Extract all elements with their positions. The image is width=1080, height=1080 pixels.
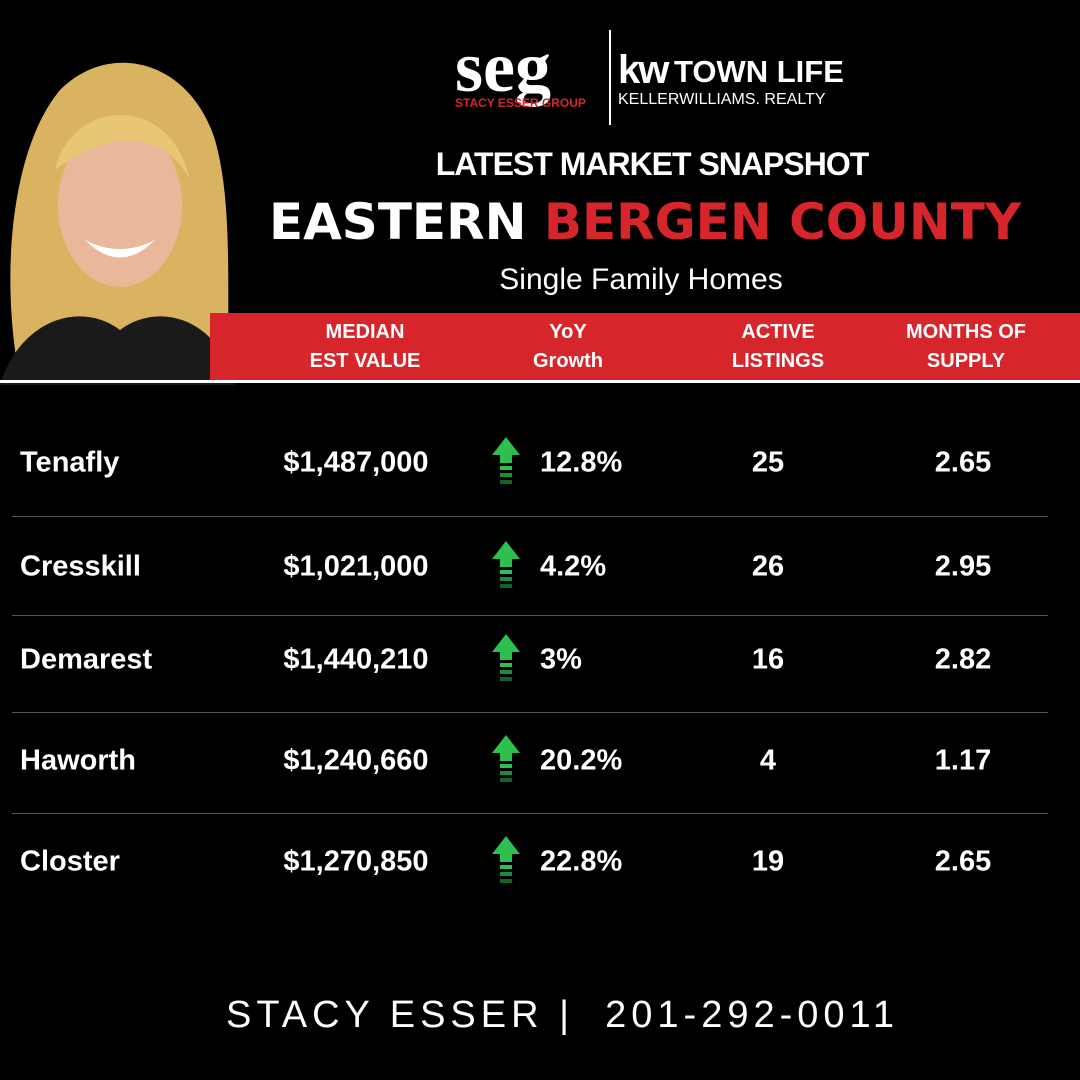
column-header-line: Growth xyxy=(533,350,603,372)
median-value: $1,270,850 xyxy=(283,845,429,878)
title: EASTERN BERGEN COUNTY xyxy=(269,193,1021,251)
months-supply: 2.82 xyxy=(934,643,992,676)
town: Demarest xyxy=(20,643,153,676)
footer-phone: 201-292-0011 xyxy=(605,994,899,1036)
column-header-line: SUPPLY xyxy=(926,350,1006,372)
yoy-growth: 12.8% xyxy=(540,446,623,479)
median-value: $1,240,660 xyxy=(283,744,429,777)
column-header-line: EST VALUE xyxy=(309,350,421,372)
column-header-line: ACTIVE xyxy=(741,321,815,343)
logo-brokerage: KELLERWILLIAMS. REALTY xyxy=(618,91,826,108)
row-separator xyxy=(12,813,1048,814)
town: Cresskill xyxy=(20,550,141,583)
column-header-line: MEDIAN xyxy=(325,321,405,343)
yoy-growth: 3% xyxy=(540,643,582,676)
header-band xyxy=(210,313,1080,380)
yoy-growth: 20.2% xyxy=(540,744,623,777)
active-listings: 4 xyxy=(759,744,777,777)
active-listings: 16 xyxy=(751,643,785,676)
column-header: ACTIVE LISTINGS xyxy=(678,318,878,376)
column-header: MONTHS OF SUPPLY xyxy=(866,318,1066,376)
months-supply: 2.95 xyxy=(934,550,992,583)
median-value: $1,440,210 xyxy=(283,643,429,676)
title-red: BERGEN COUNTY xyxy=(543,193,1022,251)
column-header: YoY Growth xyxy=(468,318,668,376)
column-header: MEDIAN EST VALUE xyxy=(265,318,465,376)
town: Closter xyxy=(20,845,120,878)
town: Tenafly xyxy=(20,446,120,479)
row-separator xyxy=(12,615,1048,616)
median-value: $1,487,000 xyxy=(283,446,429,479)
footer-separator: | xyxy=(559,994,575,1036)
growth-arrow xyxy=(491,735,521,790)
title-white: EASTERN xyxy=(268,193,527,251)
subtitle: Single Family Homes xyxy=(499,263,783,296)
months-supply: 2.65 xyxy=(934,446,992,479)
kicker: LATEST MARKET SNAPSHOT xyxy=(435,146,870,182)
months-supply: 1.17 xyxy=(934,744,992,777)
logo-group: STACY ESSER GROUP xyxy=(455,96,586,110)
logo-mark: seg xyxy=(455,27,551,107)
column-header-line: MONTHS OF xyxy=(906,321,1026,343)
active-listings: 25 xyxy=(751,446,785,479)
column-header-line: LISTINGS xyxy=(731,350,825,372)
active-listings: 26 xyxy=(751,550,785,583)
growth-arrow xyxy=(491,437,521,492)
logo-office: TOWN LIFE xyxy=(674,54,844,89)
growth-arrow xyxy=(491,836,521,891)
months-supply: 2.65 xyxy=(934,845,992,878)
growth-arrow xyxy=(491,541,521,596)
yoy-growth: 4.2% xyxy=(540,550,607,583)
median-value: $1,021,000 xyxy=(283,550,429,583)
growth-arrow xyxy=(491,634,521,689)
agent-photo xyxy=(0,62,235,385)
row-separator xyxy=(12,712,1048,713)
active-listings: 19 xyxy=(751,845,785,878)
header-rule xyxy=(0,380,1080,383)
column-header-line: YoY xyxy=(549,321,587,343)
row-separator xyxy=(12,516,1048,517)
footer-name: STACY ESSER xyxy=(226,994,544,1036)
logo-divider xyxy=(609,30,611,125)
footer: STACY ESSER | 201-292-0011 xyxy=(226,994,899,1037)
logo-kw: kw xyxy=(618,48,669,92)
town: Haworth xyxy=(20,744,136,777)
yoy-growth: 22.8% xyxy=(540,845,623,878)
